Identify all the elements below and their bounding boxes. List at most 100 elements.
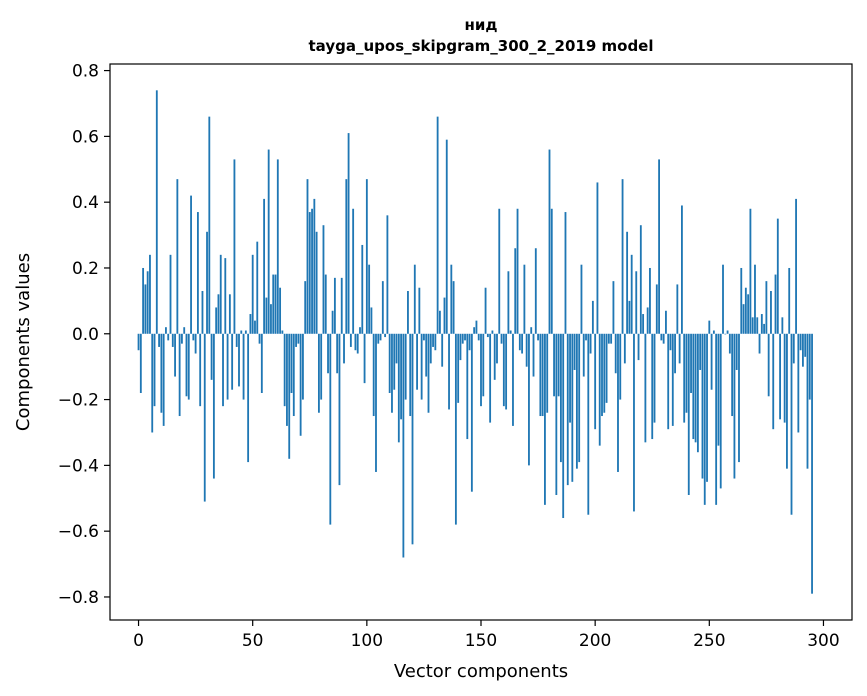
- bar-239: [683, 333, 686, 423]
- bar-220: [639, 225, 642, 334]
- bar-98: [361, 244, 364, 334]
- bar-292: [804, 333, 807, 357]
- bar-282: [781, 317, 784, 334]
- plot-frame: [109, 63, 853, 621]
- bar-32: [210, 333, 213, 380]
- bar-244: [694, 333, 697, 443]
- bar-87: [336, 333, 339, 374]
- bar-278: [772, 333, 775, 430]
- bar-169: [523, 264, 526, 334]
- bar-138: [452, 281, 455, 334]
- bar-250: [708, 320, 711, 334]
- bar-196: [585, 333, 587, 341]
- bar-61: [276, 159, 279, 334]
- y-axis-ticks: −0.8 −0.6 −0.4 −0.2 0.0 0.2 0.4 0.6 0.8: [58, 62, 110, 608]
- bar-54: [260, 333, 263, 393]
- bar-285: [788, 267, 791, 334]
- bar-267: [747, 294, 750, 334]
- x-tick-label: 50: [242, 631, 264, 651]
- bar-254: [717, 333, 720, 446]
- y-tick-label: 0.6: [72, 127, 99, 147]
- y-tick-label: 0.0: [72, 325, 99, 345]
- bar-149: [477, 333, 480, 341]
- bar-129: [432, 333, 434, 347]
- bar-187: [564, 212, 567, 334]
- x-tick-label: 200: [579, 631, 611, 651]
- bar-133: [441, 333, 444, 367]
- bar-81: [322, 225, 325, 334]
- bar-154: [489, 333, 492, 423]
- bar-198: [589, 333, 592, 354]
- bar-145: [468, 333, 471, 351]
- bar-3: [144, 284, 147, 334]
- bar-221: [642, 314, 645, 334]
- bar-67: [290, 333, 293, 393]
- bar-118: [407, 291, 409, 334]
- bar-94: [352, 208, 355, 334]
- bar-58: [270, 304, 272, 334]
- bar-176: [539, 333, 542, 417]
- bar-77: [313, 198, 316, 334]
- x-tick-label: 150: [465, 631, 497, 651]
- bar-2: [142, 267, 145, 334]
- bar-68: [292, 333, 295, 417]
- bar-259: [728, 333, 731, 354]
- bar-141: [459, 333, 462, 361]
- bar-43: [235, 333, 238, 347]
- bar-225: [651, 333, 654, 440]
- bar-39: [226, 333, 229, 400]
- bar-70: [297, 333, 300, 344]
- bar-268: [749, 208, 752, 334]
- bar-223: [646, 307, 649, 334]
- bar-212: [621, 179, 624, 334]
- bar-276: [767, 333, 770, 397]
- bar-57: [267, 149, 270, 334]
- bar-12: [165, 327, 167, 334]
- bar-150: [480, 333, 482, 407]
- bar-127: [427, 333, 430, 413]
- bar-47: [244, 330, 247, 334]
- y-tick-label: −0.8: [58, 588, 99, 608]
- bar-294: [808, 333, 811, 400]
- bar-27: [199, 333, 202, 407]
- bar-210: [617, 333, 619, 472]
- bar-258: [726, 330, 729, 334]
- bar-242: [690, 333, 692, 393]
- bar-277: [770, 291, 772, 334]
- bar-71: [299, 333, 302, 436]
- bar-126: [425, 333, 428, 377]
- bar-69: [295, 333, 297, 347]
- bar-84: [329, 333, 332, 525]
- bar-230: [662, 333, 665, 344]
- bar-257: [724, 333, 727, 335]
- y-tick-label: −0.2: [58, 391, 99, 411]
- bar-24: [192, 333, 195, 341]
- bar-211: [619, 333, 622, 400]
- bar-179: [546, 333, 549, 413]
- bar-20: [183, 327, 186, 334]
- bar-10: [160, 333, 163, 413]
- bar-253: [715, 333, 718, 505]
- y-tick-label: 0.8: [72, 62, 99, 82]
- bar-142: [461, 333, 464, 344]
- bar-237: [678, 333, 681, 364]
- bar-45: [240, 330, 243, 334]
- x-tick-label: 250: [693, 631, 725, 651]
- bar-60: [274, 274, 277, 334]
- bar-75: [308, 212, 311, 334]
- bar-265: [742, 304, 745, 334]
- bar-26: [196, 212, 199, 334]
- bar-256: [722, 264, 724, 334]
- bar-65: [286, 333, 288, 426]
- bar-279: [774, 274, 777, 334]
- bar-235: [674, 333, 676, 374]
- bar-128: [429, 333, 432, 364]
- bar-9: [158, 333, 160, 347]
- bar-273: [760, 314, 763, 334]
- bar-51: [254, 320, 256, 334]
- bar-208: [612, 281, 615, 334]
- bar-91: [345, 179, 348, 334]
- bar-153: [486, 333, 489, 338]
- bar-53: [258, 333, 261, 344]
- bar-240: [685, 333, 688, 413]
